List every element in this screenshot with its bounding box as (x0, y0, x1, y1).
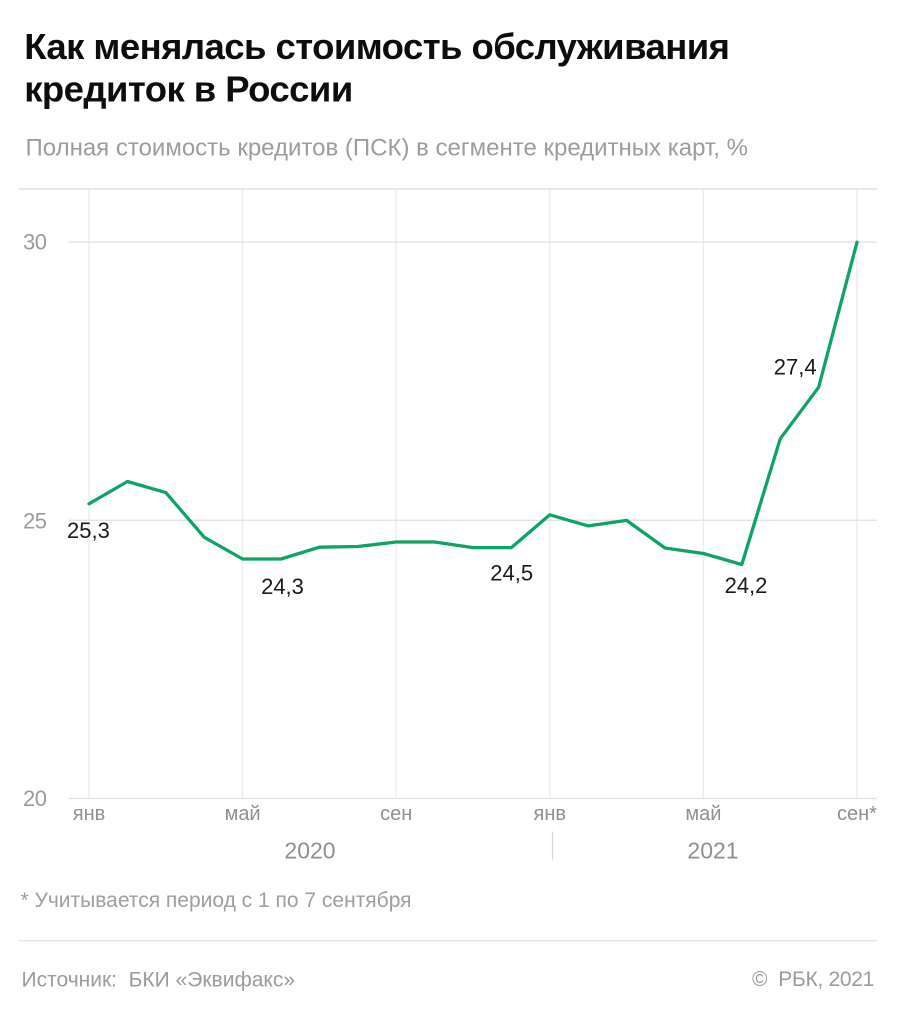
svg-text:Полная стоимость кредитов (ПСК: Полная стоимость кредитов (ПСК) в сегмен… (26, 135, 748, 162)
svg-text:25: 25 (23, 509, 47, 534)
svg-text:янв: янв (73, 803, 106, 825)
svg-text:© РБК, 2021: © РБК, 2021 (752, 968, 874, 991)
svg-text:Как менялась стоимость обслужи: Как менялась стоимость обслуживания (24, 26, 729, 67)
svg-text:янв: янв (534, 803, 567, 825)
svg-text:2021: 2021 (687, 838, 738, 864)
svg-text:20: 20 (23, 786, 47, 811)
svg-text:* Учитывается период с 1 по 7: * Учитывается период с 1 по 7 сентября (21, 889, 412, 912)
svg-text:24,3: 24,3 (261, 574, 304, 599)
svg-text:24,5: 24,5 (490, 561, 533, 586)
svg-text:30: 30 (23, 230, 47, 255)
svg-text:24,2: 24,2 (725, 573, 768, 598)
svg-text:27,4: 27,4 (774, 355, 817, 380)
svg-text:кредиток в России: кредиток в России (24, 69, 353, 110)
svg-text:май: май (225, 803, 261, 825)
svg-text:Источник: БКИ «Эквифакс»: Источник: БКИ «Эквифакс» (22, 969, 296, 992)
svg-text:сен: сен (380, 803, 412, 825)
svg-text:25,3: 25,3 (67, 518, 110, 543)
svg-text:2020: 2020 (284, 838, 335, 864)
svg-text:сен*: сен* (837, 803, 877, 825)
svg-text:май: май (685, 803, 721, 825)
